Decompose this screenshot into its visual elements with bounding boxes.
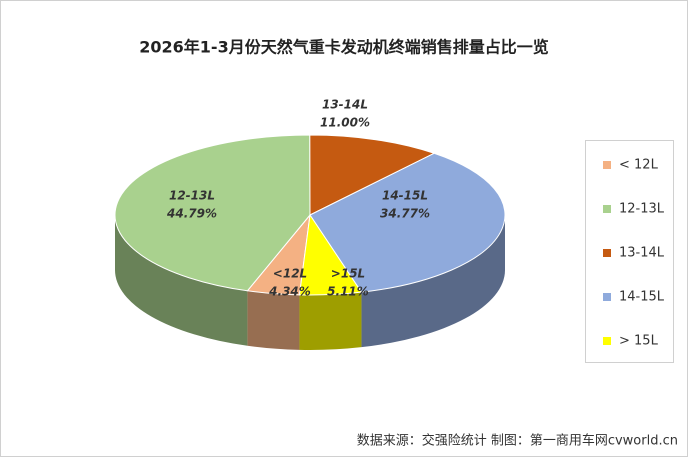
legend-label: 12-13L — [619, 202, 665, 217]
source-note: 数据来源：交强险统计 制图：第一商用车网cvworld.cn — [357, 433, 678, 449]
legend-swatch — [603, 337, 611, 345]
pie-side — [299, 292, 362, 350]
slice-name: 12-13L — [169, 189, 215, 203]
slice-value: 4.34% — [268, 285, 311, 299]
legend-swatch — [603, 161, 611, 169]
legend-label: 14-15L — [619, 290, 665, 305]
legend-swatch — [603, 205, 611, 213]
slice-name: 13-14L — [322, 98, 368, 112]
pie-slice — [298, 213, 363, 296]
legend-swatch — [603, 293, 611, 301]
legend-label: 13-14L — [619, 246, 665, 261]
legend-label: > 15L — [619, 334, 659, 349]
pie-side — [247, 290, 300, 350]
pie-side — [115, 215, 248, 346]
pie-slice — [114, 134, 311, 292]
chart-title: 2026年1-3月份天然气重卡发动机终端销售排量占比一览 — [139, 38, 548, 57]
pie-slice — [309, 134, 436, 216]
slice-name: <12L — [273, 267, 307, 281]
slice-value: 44.79% — [166, 207, 217, 221]
legend-label: < 12L — [619, 158, 659, 173]
slice-name: >15L — [331, 267, 365, 281]
slice-value: 11.00% — [320, 116, 370, 130]
slice-value: 34.77% — [380, 207, 430, 221]
pie-slice — [309, 152, 506, 293]
legend-box — [585, 140, 674, 363]
slice-name: 14-15L — [382, 189, 428, 203]
slice-value: 5.11% — [327, 285, 369, 299]
pie-side — [361, 215, 505, 348]
legend-swatch — [603, 249, 611, 257]
